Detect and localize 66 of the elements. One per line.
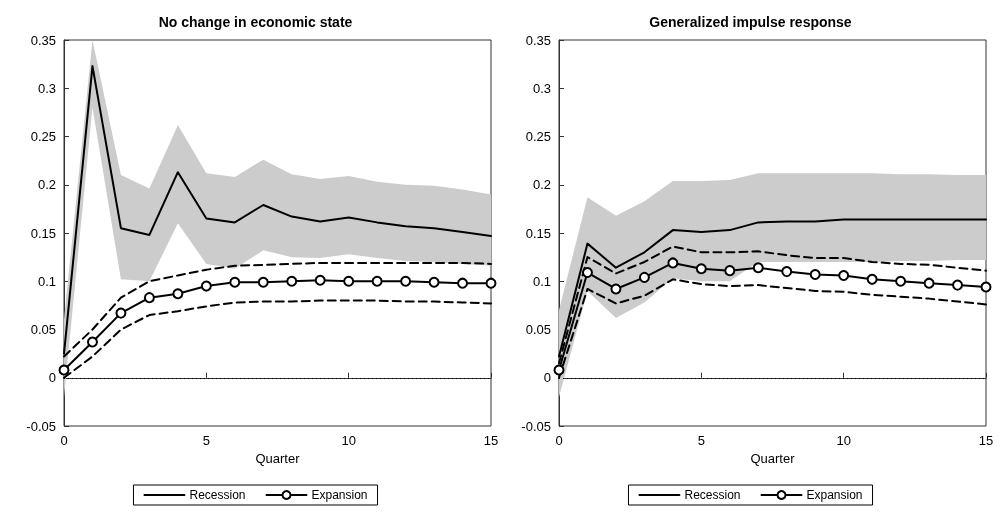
y-tick-label: 0.3 (37, 80, 56, 96)
point (143, 292, 155, 304)
point (200, 280, 212, 292)
point (428, 276, 440, 288)
y-tick-label: 0 (48, 370, 56, 386)
x-axis-title: Quarter (255, 451, 301, 466)
y-tick-label: 0.05 (525, 322, 551, 337)
y-tick-label: -0.05 (26, 418, 56, 434)
point (724, 265, 736, 277)
point (257, 276, 269, 288)
y-tick-label: 0.25 (525, 129, 551, 144)
point (115, 307, 127, 319)
y-tick-label: -0.05 (521, 418, 551, 434)
y-tick-label: 0.1 (532, 273, 551, 289)
y-tick-label: 0.35 (525, 32, 551, 48)
x-tick-label: 15 (978, 433, 994, 448)
y-tick-label: 0.1 (37, 273, 56, 289)
x-tick-label: 5 (202, 433, 210, 448)
point (781, 266, 793, 278)
legend-label: Expansion (806, 488, 863, 502)
x-tick-label: 0 (60, 433, 68, 448)
y-tick-label: 0.15 (525, 225, 551, 241)
point (371, 275, 383, 287)
point (667, 257, 679, 269)
point (485, 277, 497, 289)
legend-label: Expansion (311, 488, 368, 502)
x-tick-label: 5 (697, 433, 705, 448)
y-tick-label: 0.05 (30, 322, 56, 337)
point (400, 275, 412, 287)
y-tick-label: 0.2 (532, 177, 551, 193)
x-tick-label: 10 (341, 433, 356, 448)
y-tick-label: 0.3 (532, 80, 551, 96)
y-tick-label: 0.25 (30, 129, 56, 144)
x-tick-label: 0 (555, 433, 563, 448)
y-tick-label: 0.15 (30, 225, 56, 241)
point (343, 275, 355, 287)
point (553, 364, 565, 376)
point (581, 267, 593, 279)
y-tick-label: 0 (543, 370, 551, 386)
point (286, 275, 298, 287)
x-tick-label: 10 (836, 433, 851, 448)
point (610, 283, 622, 295)
point (952, 279, 964, 291)
point (638, 271, 650, 283)
y-tick-label: 0.2 (37, 177, 56, 193)
point (895, 275, 907, 287)
point (457, 277, 469, 289)
point (314, 274, 326, 286)
point (838, 269, 850, 281)
x-tick-label: 15 (483, 433, 499, 448)
chart-title: Generalized impulse response (649, 14, 852, 30)
legend-label: Recession (189, 488, 246, 502)
point (229, 276, 241, 288)
x-axis-title: Quarter (750, 451, 796, 466)
point (172, 288, 184, 300)
point (86, 336, 98, 348)
point (923, 277, 935, 289)
point (980, 281, 992, 293)
point (866, 273, 878, 285)
legend-label: Recession (684, 488, 741, 502)
y-tick-label: 0.35 (30, 32, 56, 48)
point (58, 364, 70, 376)
point (752, 262, 764, 274)
point (695, 263, 707, 275)
chart-title: No change in economic state (158, 14, 353, 30)
point (809, 269, 821, 280)
